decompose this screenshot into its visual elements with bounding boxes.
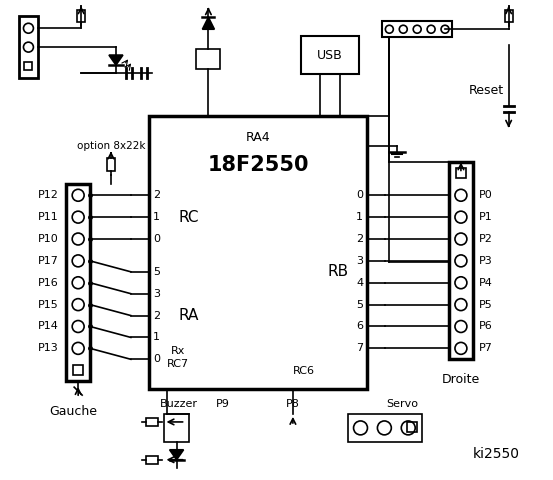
Text: 3: 3 xyxy=(356,256,363,266)
Text: P9: P9 xyxy=(216,399,230,409)
Text: 2: 2 xyxy=(153,190,160,200)
Bar xyxy=(348,414,422,442)
Bar xyxy=(77,11,85,22)
Bar xyxy=(18,16,38,78)
Bar xyxy=(382,21,452,37)
Text: P8: P8 xyxy=(286,399,300,409)
Text: P13: P13 xyxy=(38,343,58,353)
Text: P14: P14 xyxy=(38,322,58,332)
Text: 2: 2 xyxy=(356,234,363,244)
Polygon shape xyxy=(109,55,123,65)
Bar xyxy=(149,116,368,389)
Text: 4: 4 xyxy=(356,278,363,288)
Text: P12: P12 xyxy=(38,190,58,200)
Text: 18F2550: 18F2550 xyxy=(207,156,309,175)
Text: P1: P1 xyxy=(479,212,493,222)
Text: Reset: Reset xyxy=(469,84,504,97)
Bar xyxy=(146,418,158,426)
Bar xyxy=(456,168,466,179)
Text: ki2550: ki2550 xyxy=(473,447,520,461)
Text: RC: RC xyxy=(179,210,199,225)
Text: 0: 0 xyxy=(153,234,160,244)
Text: P7: P7 xyxy=(479,343,493,353)
Polygon shape xyxy=(170,450,184,460)
Text: 1: 1 xyxy=(153,333,160,342)
Text: P17: P17 xyxy=(38,256,58,266)
Text: USB: USB xyxy=(317,48,342,61)
Bar xyxy=(505,11,513,22)
Bar xyxy=(449,162,473,360)
Bar xyxy=(146,456,158,464)
Text: 6: 6 xyxy=(356,322,363,332)
Text: RB: RB xyxy=(328,264,349,279)
Text: 0: 0 xyxy=(153,354,160,364)
Bar xyxy=(66,184,90,381)
Text: P2: P2 xyxy=(479,234,493,244)
Text: P6: P6 xyxy=(479,322,493,332)
Text: 1: 1 xyxy=(356,212,363,222)
Text: 5: 5 xyxy=(153,267,160,277)
Text: P16: P16 xyxy=(38,278,58,288)
Polygon shape xyxy=(202,17,215,29)
Bar xyxy=(164,414,189,442)
Bar xyxy=(301,36,358,74)
Text: 0: 0 xyxy=(356,190,363,200)
Text: Rx: Rx xyxy=(171,347,185,356)
Bar xyxy=(73,365,83,375)
Text: 3: 3 xyxy=(153,288,160,299)
Bar xyxy=(407,422,417,432)
Text: 5: 5 xyxy=(356,300,363,310)
Text: P4: P4 xyxy=(479,278,493,288)
Text: P3: P3 xyxy=(479,256,493,266)
Text: P15: P15 xyxy=(38,300,58,310)
Text: RA: RA xyxy=(179,308,199,323)
Text: Buzzer: Buzzer xyxy=(160,399,197,409)
Text: Servo: Servo xyxy=(386,399,418,409)
Text: 1: 1 xyxy=(153,212,160,222)
Text: RA4: RA4 xyxy=(246,131,270,144)
Bar xyxy=(196,49,220,69)
Text: RC6: RC6 xyxy=(293,366,315,376)
Text: Gauche: Gauche xyxy=(49,405,97,418)
Bar xyxy=(107,158,115,171)
Text: 7: 7 xyxy=(356,343,363,353)
Text: 2: 2 xyxy=(153,311,160,321)
Bar xyxy=(24,62,33,70)
Text: Droite: Droite xyxy=(442,372,480,386)
Text: P0: P0 xyxy=(479,190,493,200)
Text: P11: P11 xyxy=(38,212,58,222)
Text: option 8x22k: option 8x22k xyxy=(77,141,145,151)
Text: P5: P5 xyxy=(479,300,493,310)
Text: P10: P10 xyxy=(38,234,58,244)
Text: RC7: RC7 xyxy=(166,359,189,369)
